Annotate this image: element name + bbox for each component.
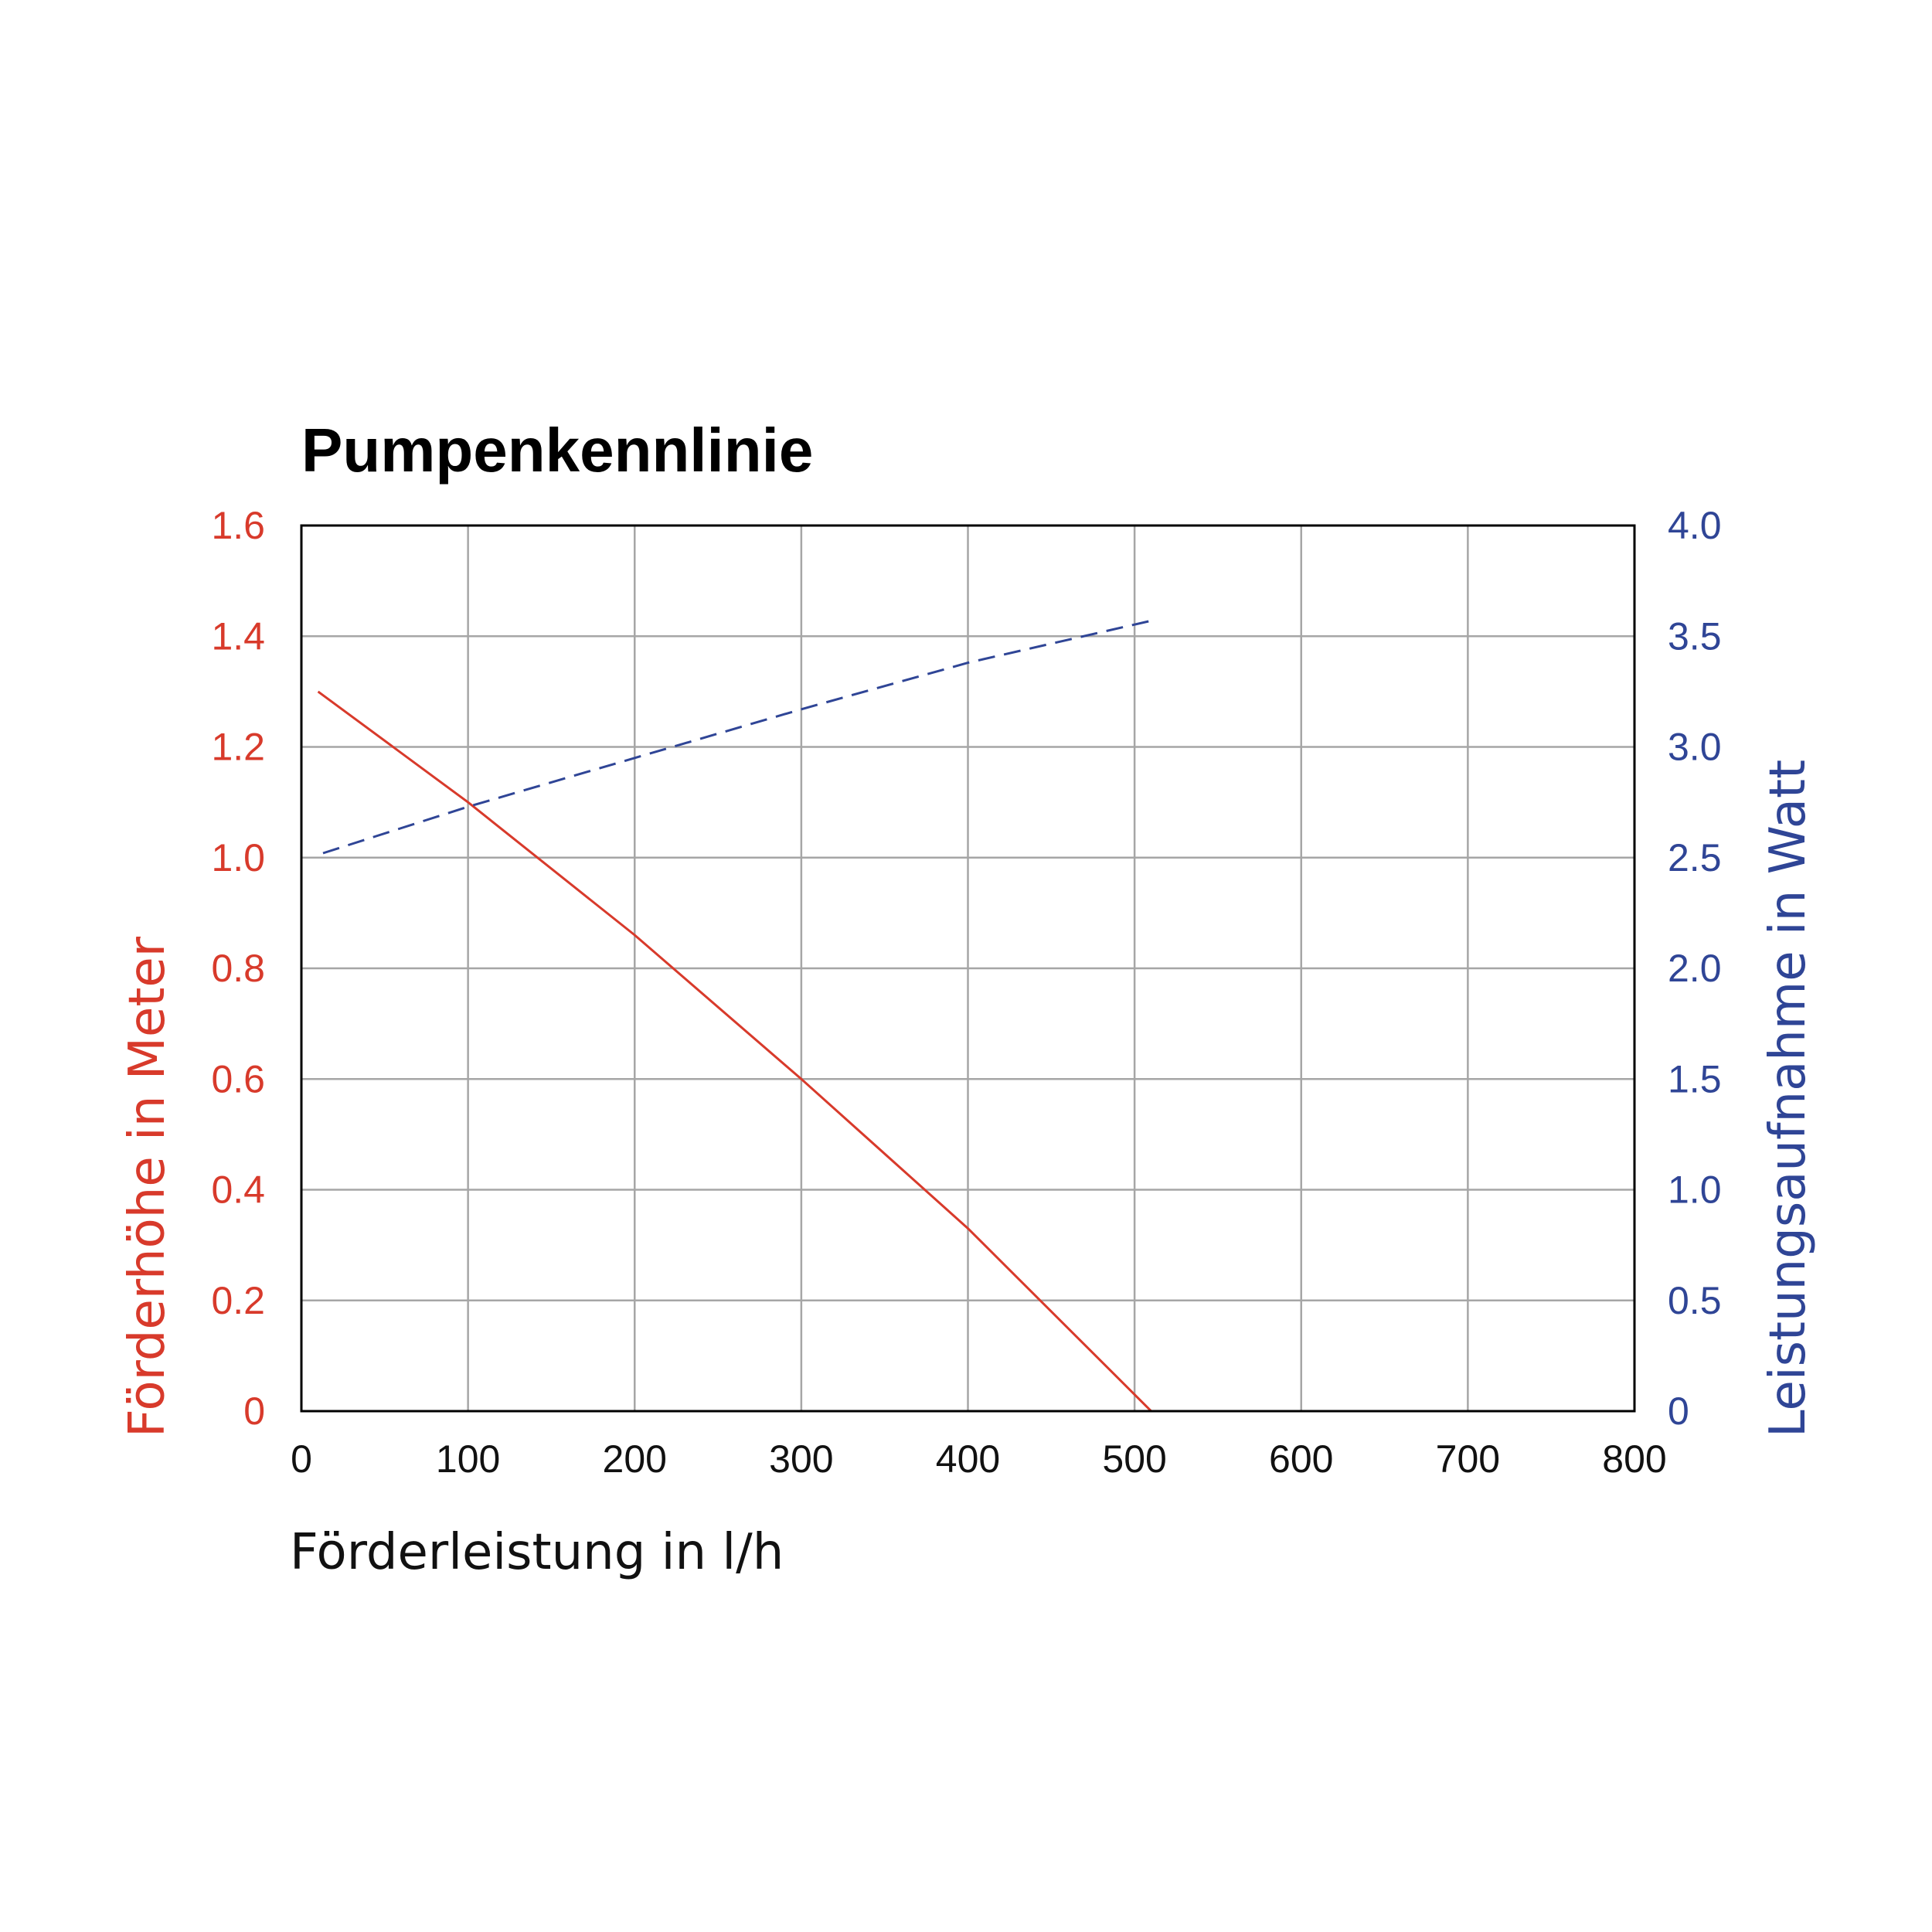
grid [300, 524, 1636, 1413]
head-curve-line [317, 690, 1152, 1413]
x-tick-label: 0 [291, 1437, 312, 1481]
y-right-tick-label: 3.0 [1668, 726, 1722, 769]
chart-title: Pumpenkennlinie [301, 416, 813, 485]
y-left-tick-label: 1.2 [211, 726, 265, 769]
x-axis-title: Förderleistung in l/h [290, 1524, 784, 1581]
x-tick-label: 800 [1602, 1437, 1666, 1481]
x-tick-label: 500 [1102, 1437, 1166, 1481]
y-left-tick-label: 0.6 [211, 1057, 265, 1100]
tick-labels: 0 100 200 300 400 500 600 700 80000.20.40.60.81.… [211, 504, 1721, 1481]
y-right-tick-label: 0.5 [1668, 1279, 1722, 1322]
y-right-tick-label: 2.5 [1668, 836, 1722, 879]
y-left-tick-label: 0.8 [211, 947, 265, 990]
y-right-tick-label: 2.0 [1668, 947, 1722, 990]
y-left-tick-label: 0.4 [211, 1168, 265, 1212]
y-left-tick-label: 0.2 [211, 1279, 265, 1322]
left-axis-title: Förderhöhe in Meter [119, 936, 176, 1437]
x-tick-label: 700 [1436, 1437, 1500, 1481]
y-right-tick-label: 4.0 [1668, 504, 1722, 547]
y-left-tick-label: 1.4 [211, 614, 265, 658]
x-tick-label: 200 [603, 1437, 667, 1481]
right-axis-title: Leistungsaufnahme in Watt [1760, 760, 1817, 1437]
y-left-tick-label: 1.0 [211, 836, 265, 879]
plot-frame [300, 524, 1636, 1413]
x-tick-label: 300 [769, 1437, 833, 1481]
y-right-tick-label: 3.5 [1668, 614, 1722, 658]
y-right-tick-label: 1.5 [1668, 1057, 1722, 1100]
x-tick-label: 600 [1269, 1437, 1333, 1481]
series-group [317, 619, 1152, 1413]
y-left-tick-label: 0 [243, 1389, 265, 1433]
y-right-tick-label: 1.0 [1668, 1168, 1722, 1212]
x-tick-label: 100 [436, 1437, 500, 1481]
power-consumption-line [322, 619, 1152, 855]
y-right-tick-label: 0 [1668, 1389, 1689, 1433]
y-left-tick-label: 1.6 [211, 504, 265, 547]
x-tick-label: 400 [936, 1437, 1000, 1481]
